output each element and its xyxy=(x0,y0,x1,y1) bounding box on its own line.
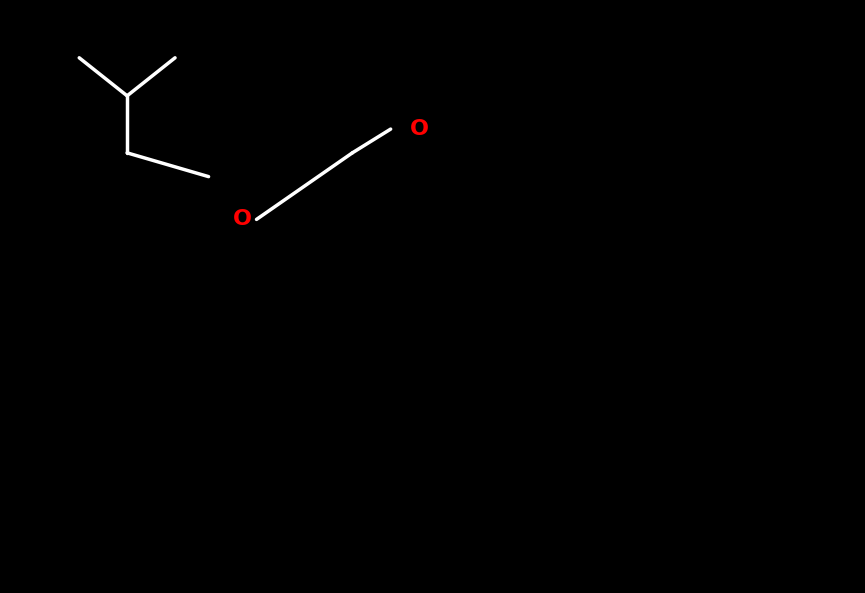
Text: O: O xyxy=(233,209,252,229)
Text: O: O xyxy=(410,119,429,139)
